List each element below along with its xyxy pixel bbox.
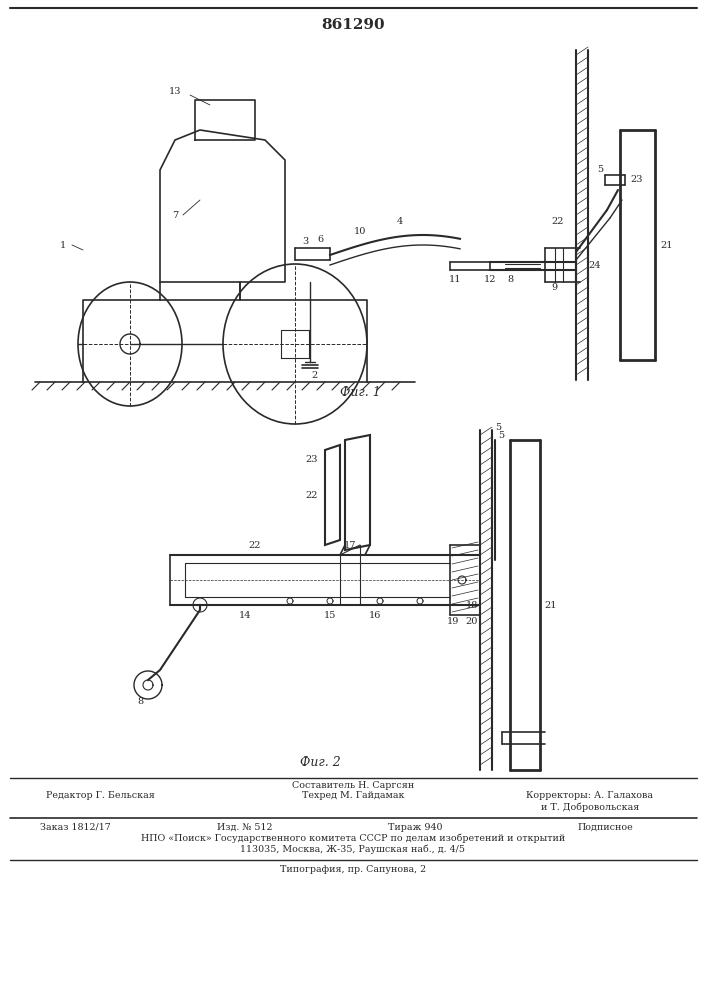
- Text: Подписное: Подписное: [577, 822, 633, 832]
- Text: 3: 3: [302, 237, 308, 246]
- Text: 24: 24: [589, 260, 601, 269]
- Text: Корректоры: А. Галахова: Корректоры: А. Галахова: [527, 792, 653, 800]
- Text: и Т. Добровольская: и Т. Добровольская: [541, 802, 639, 812]
- Text: 5: 5: [597, 165, 603, 174]
- Text: 4: 4: [397, 218, 403, 227]
- Text: 12: 12: [484, 275, 496, 284]
- Text: 8: 8: [507, 275, 513, 284]
- Text: 22: 22: [249, 540, 262, 550]
- Text: 23: 23: [631, 176, 643, 184]
- Text: Фиг. 1: Фиг. 1: [339, 386, 380, 399]
- Text: НПО «Поиск» Государственного комитета СССР по делам изобретений и открытий: НПО «Поиск» Государственного комитета СС…: [141, 833, 565, 843]
- Text: 861290: 861290: [321, 18, 385, 32]
- Text: Заказ 1812/17: Заказ 1812/17: [40, 822, 110, 832]
- Text: Тираж 940: Тираж 940: [387, 822, 443, 832]
- Text: 19: 19: [447, 617, 459, 626]
- Text: 113035, Москва, Ж-35, Раушская наб., д. 4/5: 113035, Москва, Ж-35, Раушская наб., д. …: [240, 844, 465, 854]
- Text: 16: 16: [369, 610, 381, 619]
- Text: 5: 5: [498, 430, 504, 440]
- Text: 10: 10: [354, 228, 366, 236]
- Text: 17: 17: [344, 540, 356, 550]
- Text: 7: 7: [172, 211, 178, 220]
- Text: 15: 15: [324, 610, 337, 619]
- Text: 13: 13: [169, 88, 181, 97]
- Text: Изд. № 512: Изд. № 512: [217, 822, 273, 832]
- Text: 18: 18: [466, 600, 478, 609]
- Text: 6: 6: [317, 235, 323, 244]
- Text: Типография, пр. Сапунова, 2: Типография, пр. Сапунова, 2: [280, 865, 426, 874]
- Text: 14: 14: [239, 610, 251, 619]
- Text: 8: 8: [137, 698, 143, 706]
- Text: 5: 5: [495, 424, 501, 432]
- Text: 21: 21: [660, 240, 672, 249]
- Text: 22: 22: [551, 218, 564, 227]
- Text: Техред М. Гайдамак: Техред М. Гайдамак: [302, 792, 404, 800]
- Text: Фиг. 2: Фиг. 2: [300, 756, 340, 768]
- Text: 1: 1: [60, 240, 66, 249]
- Text: Составитель Н. Саргсян: Составитель Н. Саргсян: [292, 780, 414, 790]
- Text: 11: 11: [449, 275, 461, 284]
- Text: 2: 2: [312, 370, 318, 379]
- Text: 9: 9: [551, 284, 557, 292]
- Text: 22: 22: [305, 490, 318, 499]
- Text: 23: 23: [305, 456, 318, 464]
- Text: 21: 21: [544, 600, 556, 609]
- Text: Редактор Г. Бельская: Редактор Г. Бельская: [45, 792, 154, 800]
- Text: 20: 20: [466, 617, 478, 626]
